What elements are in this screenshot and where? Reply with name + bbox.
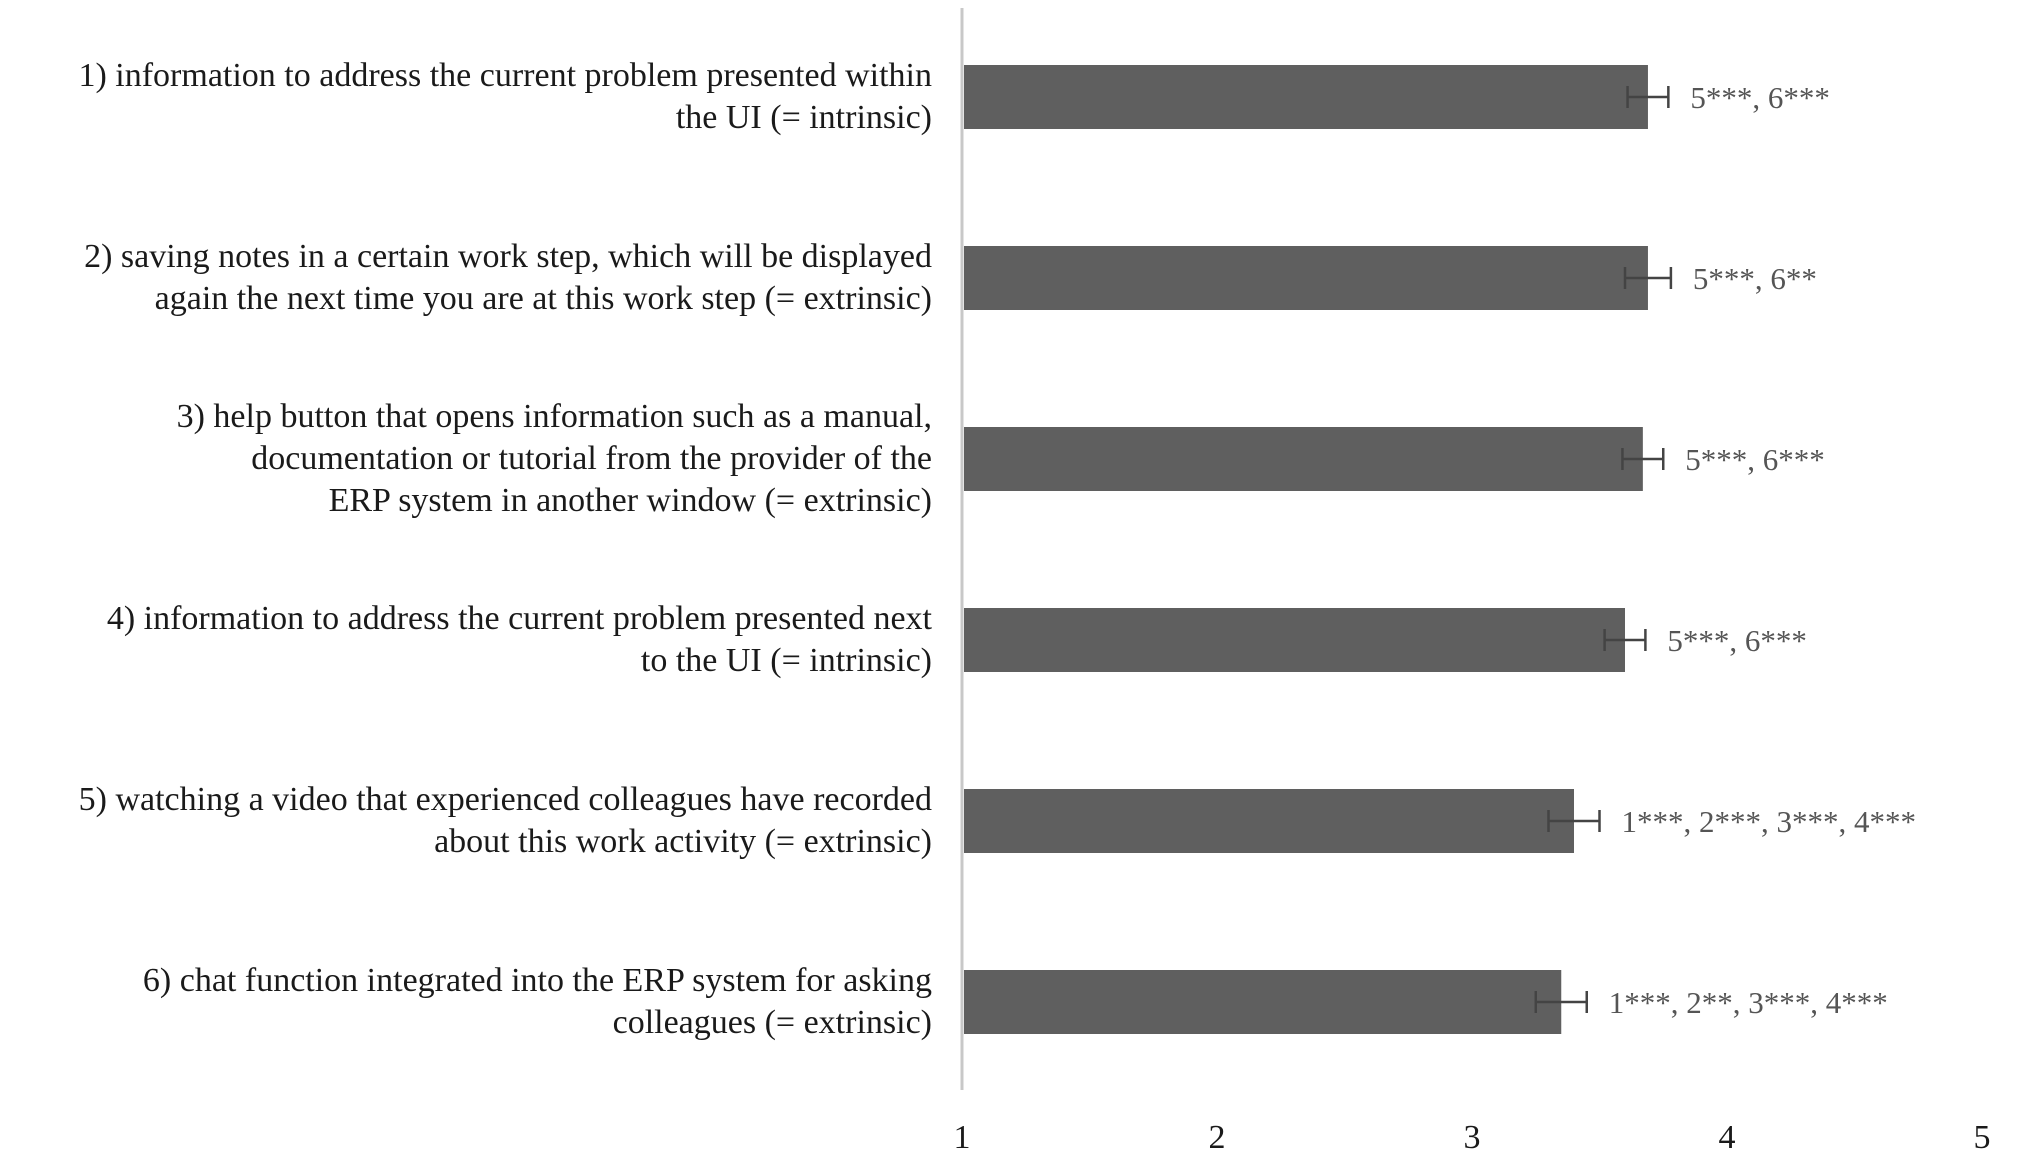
significance-label: 5***, 6** xyxy=(1693,261,1817,296)
bar xyxy=(964,789,1574,853)
category-label: 5) watching a video that experienced col… xyxy=(0,779,932,863)
bar xyxy=(964,246,1648,310)
category-label: 2) saving notes in a certain work step, … xyxy=(0,236,932,320)
bar xyxy=(964,608,1625,672)
category-label: 4) information to address the current pr… xyxy=(0,598,932,682)
significance-label: 1***, 2***, 3***, 4*** xyxy=(1622,804,1917,839)
category-label-line: to the UI (= intrinsic) xyxy=(640,642,932,679)
category-label-line: the UI (= intrinsic) xyxy=(675,99,932,136)
category-label-line: 2) saving notes in a certain work step, … xyxy=(84,238,932,275)
category-label: 3) help button that opens information su… xyxy=(0,396,932,522)
category-label-line: 4) information to address the current pr… xyxy=(106,600,932,637)
significance-label: 5***, 6*** xyxy=(1667,623,1807,658)
x-tick-label: 2 xyxy=(1209,1119,1226,1152)
significance-label: 1***, 2**, 3***, 4*** xyxy=(1609,985,1888,1020)
significance-label: 5***, 6*** xyxy=(1685,442,1825,477)
significance-label: 5***, 6*** xyxy=(1690,80,1830,115)
category-label-line: 5) watching a video that experienced col… xyxy=(78,781,932,818)
bar xyxy=(964,970,1562,1034)
category-label: 6) chat function integrated into the ERP… xyxy=(0,960,932,1044)
x-tick-label: 1 xyxy=(954,1119,971,1152)
category-label-line: again the next time you are at this work… xyxy=(154,280,932,317)
x-tick-label: 5 xyxy=(1974,1119,1991,1152)
x-tick-label: 4 xyxy=(1719,1119,1736,1152)
category-label-line: colleagues (= extrinsic) xyxy=(612,1004,932,1041)
category-label-line: ERP system in another window (= extrinsi… xyxy=(328,482,932,519)
category-label-line: 6) chat function integrated into the ERP… xyxy=(142,962,932,999)
category-label-line: 1) information to address the current pr… xyxy=(78,57,932,94)
x-tick-label: 3 xyxy=(1464,1119,1481,1152)
category-label: 1) information to address the current pr… xyxy=(0,55,932,139)
category-label-line: documentation or tutorial from the provi… xyxy=(251,440,932,477)
bar xyxy=(964,65,1648,129)
bar xyxy=(964,427,1643,491)
category-label-line: about this work activity (= extrinsic) xyxy=(434,823,932,860)
category-label-line: 3) help button that opens information su… xyxy=(176,398,932,435)
